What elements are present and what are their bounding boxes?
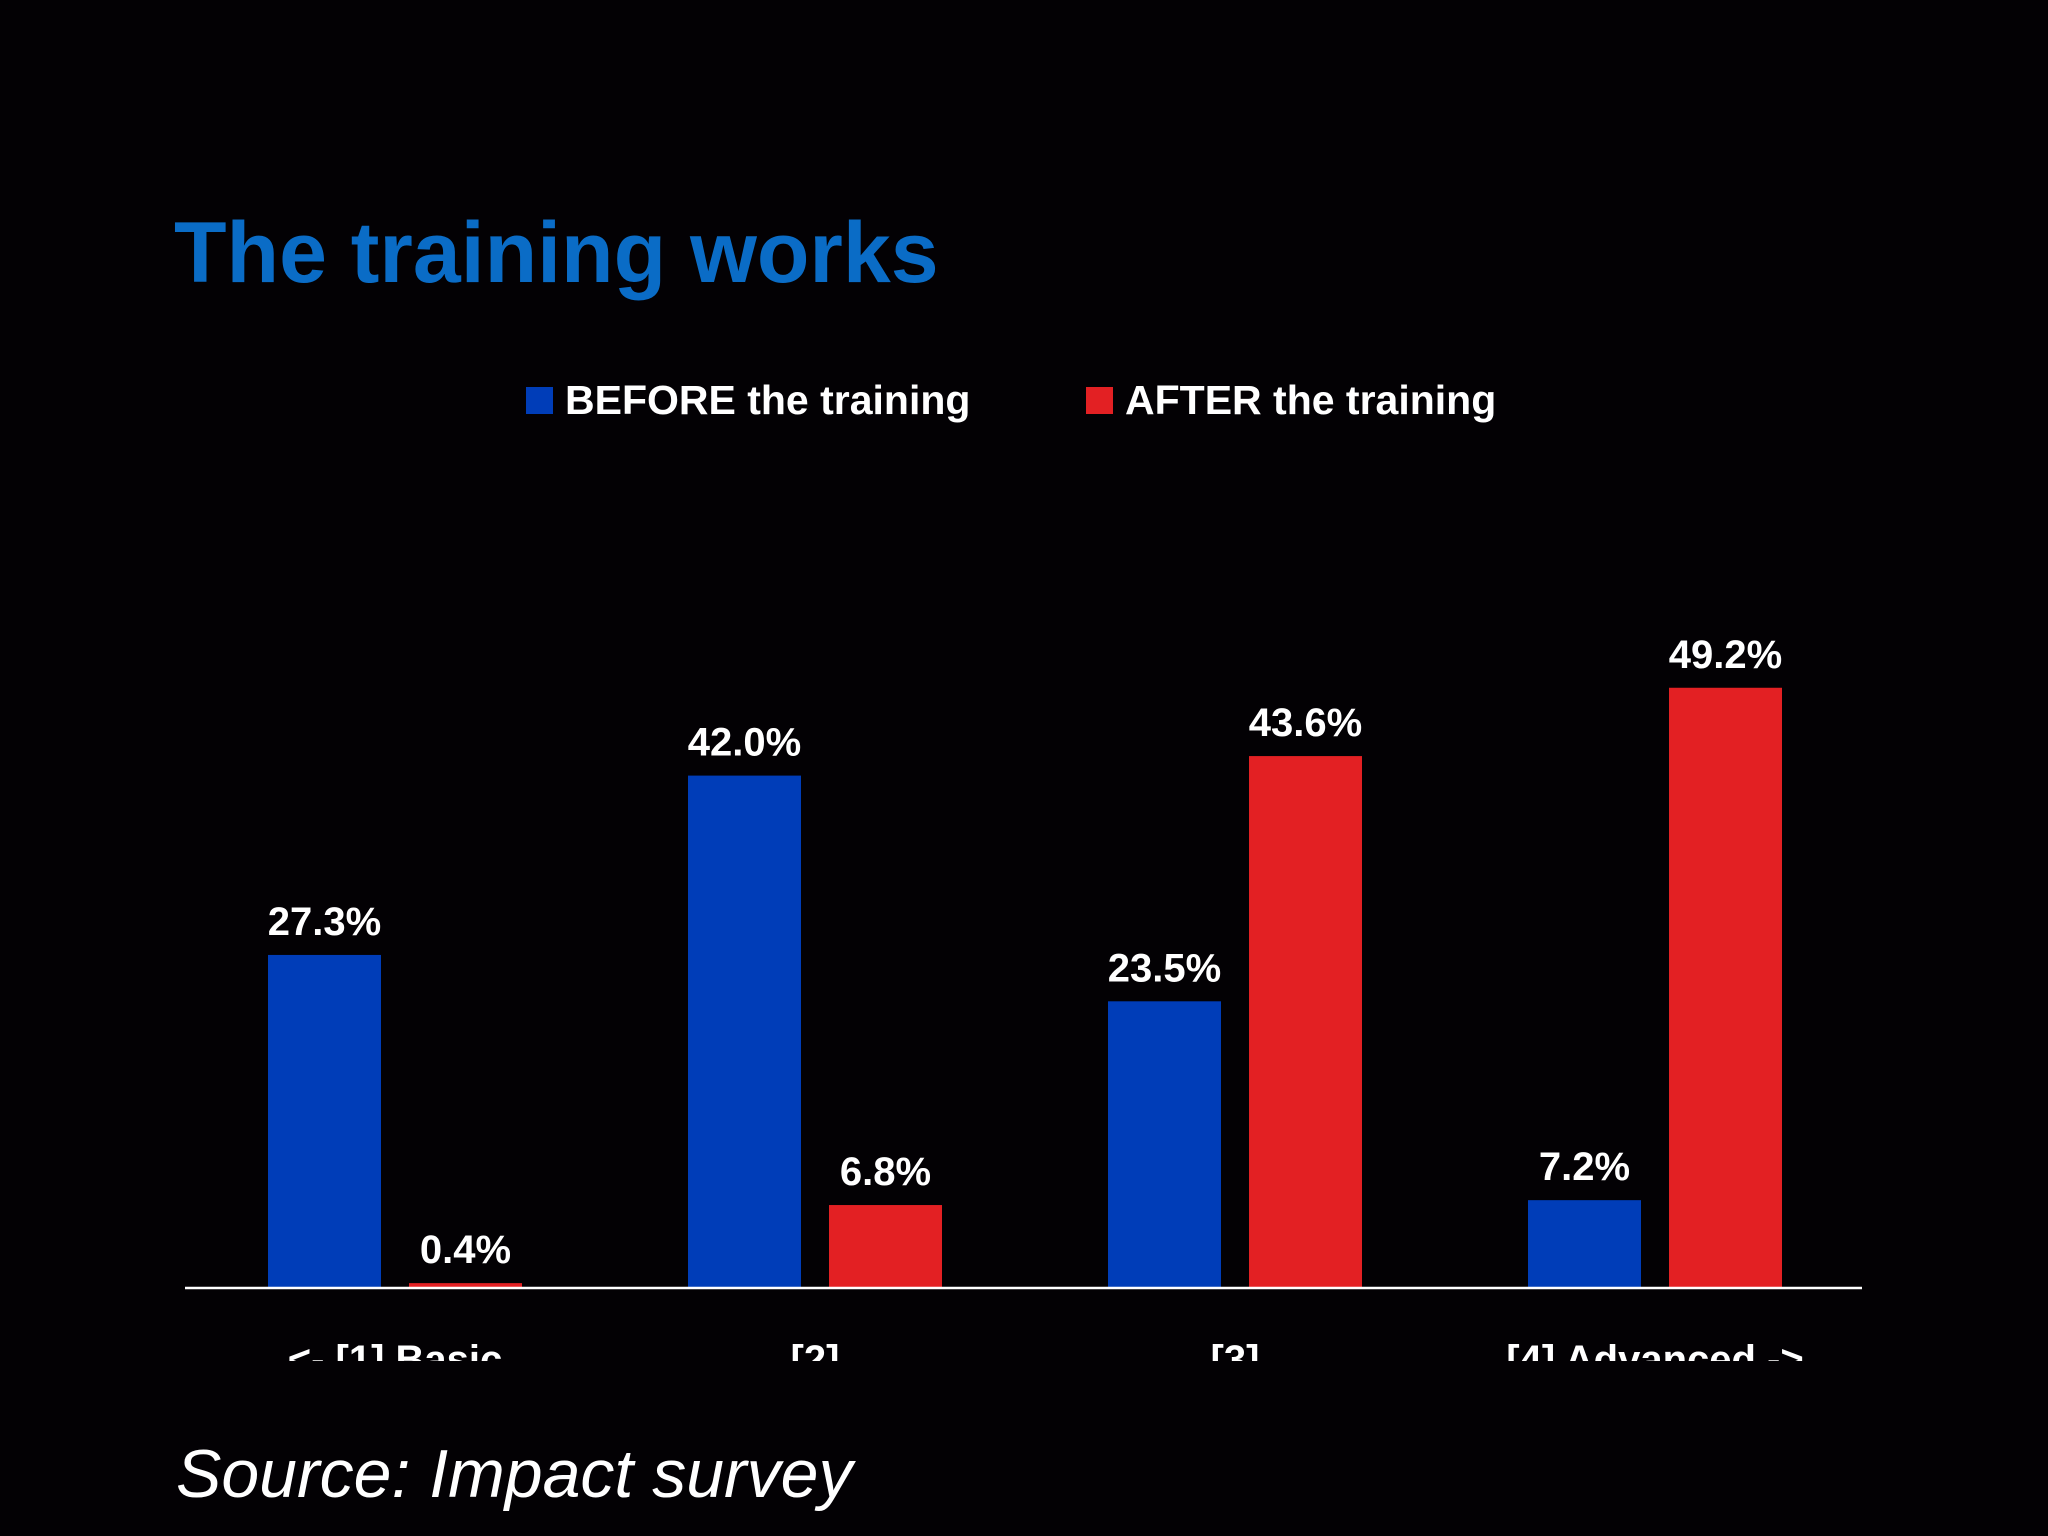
data-label-before-1: 27.3%: [268, 900, 381, 944]
data-label-before-3: 23.5%: [1108, 946, 1221, 990]
data-label-after-2: 6.8%: [840, 1150, 931, 1194]
data-label-before-4: 7.2%: [1539, 1145, 1630, 1189]
legend-swatch-before: [526, 386, 553, 414]
bar-before-1: [268, 954, 381, 1288]
bar-after-2: [829, 1205, 942, 1288]
tick-label-clip-mask: [150, 1361, 1900, 1401]
data-label-before-2: 42.0%: [688, 721, 801, 765]
slide-title: The training works: [174, 205, 939, 301]
source-note: Source: Impact survey: [176, 1436, 853, 1512]
legend-label-before: BEFORE the training: [565, 376, 971, 423]
bar-after-3: [1249, 756, 1362, 1288]
bar-before-4: [1528, 1200, 1641, 1288]
data-label-after-1: 0.4%: [420, 1228, 511, 1272]
legend-label-after: AFTER the training: [1125, 376, 1497, 423]
bar-after-1: [409, 1283, 522, 1288]
bar-before-2: [688, 775, 801, 1288]
legend-swatch-after: [1086, 386, 1113, 414]
legend-item-after: AFTER the training: [1086, 372, 1496, 428]
data-label-after-4: 49.2%: [1669, 633, 1782, 677]
chart-legend: BEFORE the training AFTER the training: [0, 372, 2048, 428]
bar-before-3: [1108, 1001, 1221, 1288]
legend-item-before: BEFORE the training: [526, 372, 970, 428]
data-label-after-3: 43.6%: [1249, 701, 1362, 745]
bar-after-4: [1669, 687, 1782, 1288]
